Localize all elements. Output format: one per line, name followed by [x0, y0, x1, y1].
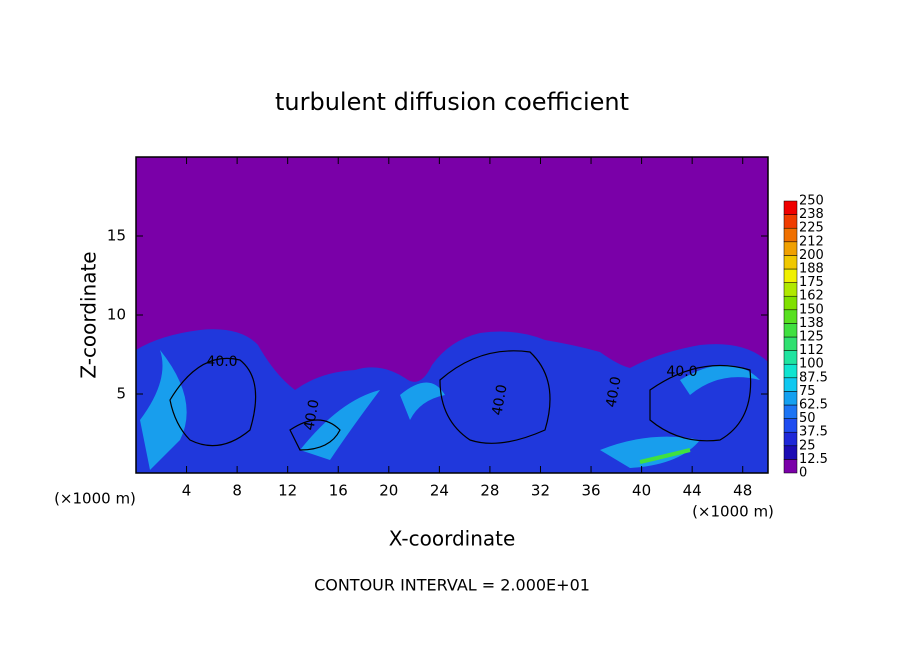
x-tick-label: 4: [182, 482, 192, 500]
colorbar-label: 200: [799, 248, 824, 263]
colorbar-swatch: [783, 336, 798, 351]
colorbar-label: 75: [799, 384, 816, 399]
colorbar-swatch: [783, 350, 798, 365]
colorbar-label: 100: [799, 357, 824, 372]
contour-label: 40.0: [301, 398, 322, 431]
colorbar-label: 125: [799, 330, 824, 345]
x-tick-label: 32: [531, 482, 550, 500]
x-tick-label: 20: [379, 482, 398, 500]
y-tick-label: 15: [107, 227, 126, 245]
contour-label: 40.0: [603, 375, 624, 408]
colorbar-swatch: [783, 255, 798, 270]
x-tick-label: 40: [632, 482, 651, 500]
x-tick-label: 36: [581, 482, 600, 500]
x-tick-label: 28: [480, 482, 499, 500]
colorbar-label: 112: [799, 343, 824, 358]
colorbar-label: 0: [799, 466, 807, 481]
colorbar-label: 138: [799, 316, 824, 331]
field: [136, 157, 768, 473]
colorbar-swatch: [783, 391, 798, 406]
colorbar-label: 175: [799, 275, 824, 290]
contour-label: 40.0: [489, 383, 510, 416]
chart-title: turbulent diffusion coefficient: [275, 88, 629, 116]
colorbar-swatch: [783, 377, 798, 392]
colorbar-swatch: [783, 323, 798, 338]
contour-label: 40.0: [666, 364, 697, 380]
footer-note: CONTOUR INTERVAL = 2.000E+01: [314, 576, 590, 595]
x-unit-right: (×1000 m): [692, 503, 774, 521]
colorbar-swatch: [783, 282, 798, 297]
colorbar-label: 212: [799, 234, 824, 249]
colorbar-swatch: [783, 200, 798, 215]
colorbar-swatch: [783, 214, 798, 229]
colorbar-label: 162: [799, 289, 824, 304]
x-tick-label: 44: [683, 482, 702, 500]
y-axis-label: Z-coordinate: [77, 251, 101, 378]
x-tick-label: 12: [278, 482, 297, 500]
contour-label: 40.0: [206, 354, 237, 370]
green-streak: [639, 448, 691, 464]
y-tick-label: 5: [116, 385, 126, 403]
x-tick-label: 48: [733, 482, 752, 500]
colorbar-swatch: [783, 268, 798, 283]
colorbar-label: 250: [799, 194, 824, 209]
colorbar-swatch: [783, 309, 798, 324]
x-unit-left: (×1000 m): [54, 490, 136, 508]
colorbar-swatch: [783, 241, 798, 256]
colorbar-swatch: [783, 404, 798, 419]
colorbar-swatch: [783, 227, 798, 243]
colorbar-label: 12.5: [799, 452, 828, 467]
colorbar-swatch: [783, 418, 798, 433]
x-axis-label: X-coordinate: [389, 527, 516, 551]
colorbar-swatch: [783, 295, 798, 311]
colorbar-swatch: [783, 431, 798, 447]
colorbar-label: 87.5: [799, 370, 828, 385]
colorbar-label: 50: [799, 411, 816, 426]
x-tick-label: 8: [232, 482, 242, 500]
x-tick-label: 24: [430, 482, 449, 500]
y-tick-label: 10: [107, 306, 126, 324]
colorbar-swatch: [783, 445, 798, 460]
colorbar-label: 62.5: [799, 398, 828, 413]
colorbar-label: 225: [799, 221, 824, 236]
colorbar-label: 37.5: [799, 425, 828, 440]
contour-lines: [169, 350, 752, 451]
colorbar-label: 188: [799, 262, 824, 277]
x-tick-label: 16: [329, 482, 348, 500]
colorbar-label: 150: [799, 302, 824, 317]
colorbar-label: 25: [799, 438, 816, 453]
colorbar-swatch: [783, 459, 798, 474]
colorbar-label: 238: [799, 207, 824, 222]
colorbar-swatch: [783, 363, 798, 379]
